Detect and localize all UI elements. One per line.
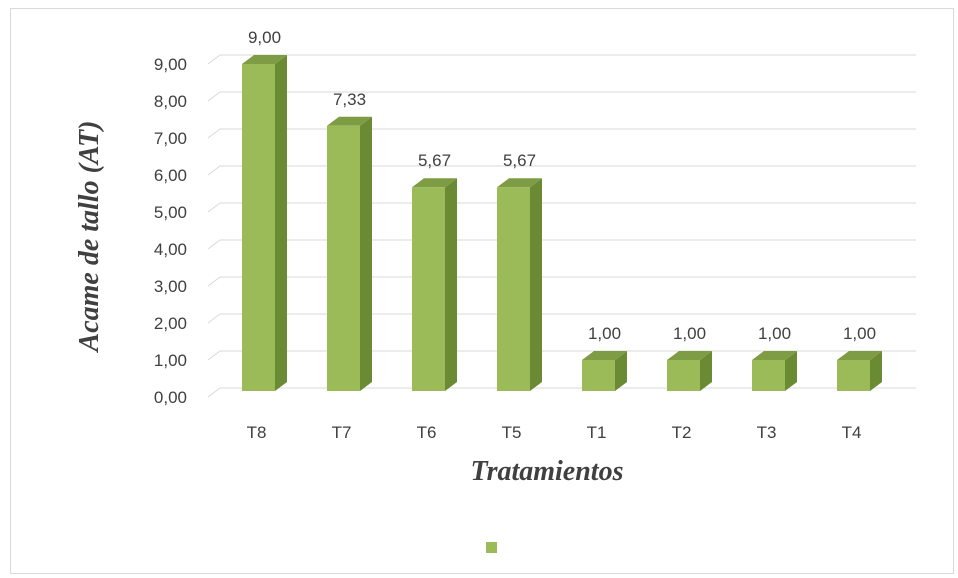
bar-side — [615, 351, 627, 391]
y-tick-label: 1,00 — [154, 351, 187, 370]
bar-front — [582, 360, 615, 391]
bar-top — [582, 351, 627, 360]
bar-side — [275, 55, 287, 391]
bar-side — [785, 351, 797, 391]
bar-front — [667, 360, 700, 391]
bar-side — [870, 351, 882, 391]
gridline — [207, 387, 916, 398]
gridline — [207, 202, 916, 213]
data-labels: 9,00 7,33 5,67 5,67 1,00 1,00 1,00 1,00 — [248, 28, 876, 343]
gridline — [207, 276, 916, 287]
y-tick-label: 4,00 — [154, 240, 187, 259]
x-tick-label: T1 — [587, 423, 607, 442]
bar-front — [412, 187, 445, 391]
data-label: 5,67 — [503, 151, 536, 170]
data-label: 1,00 — [673, 324, 706, 343]
legend-swatch — [486, 542, 497, 553]
gridline — [207, 128, 916, 139]
y-tick-label: 0,00 — [154, 388, 187, 407]
bar-top — [327, 116, 372, 126]
x-axis-title: Tratamientos — [471, 456, 624, 487]
bar-t7 — [327, 116, 372, 391]
y-axis-ticks: 0,00 1,00 2,00 3,00 4,00 5,00 6,00 7,00 8,00 9,00 — [154, 55, 187, 407]
bar-top — [837, 351, 882, 360]
x-tick-label: T8 — [247, 423, 267, 442]
bar-front — [497, 187, 530, 391]
bar-top — [242, 55, 287, 64]
chart-frame — [10, 8, 954, 574]
y-tick-label: 8,00 — [154, 92, 187, 111]
x-axis-ticks: T8 T7 T6 T5 T1 T2 T3 T4 — [247, 423, 862, 442]
bar-front — [837, 360, 870, 391]
gridline — [207, 239, 916, 250]
bars — [242, 55, 882, 391]
bar-t4 — [837, 351, 882, 391]
gridline — [207, 91, 916, 102]
x-tick-label: T5 — [502, 423, 522, 442]
data-label: 1,00 — [758, 324, 791, 343]
y-tick-label: 5,00 — [154, 203, 187, 222]
gridline — [207, 313, 916, 324]
gridlines — [207, 54, 916, 398]
y-tick-label: 3,00 — [154, 277, 187, 296]
gridline — [207, 350, 916, 361]
x-tick-label: T2 — [672, 423, 692, 442]
bar-side — [445, 178, 457, 391]
bar-t3 — [752, 351, 797, 391]
data-label: 5,67 — [418, 151, 451, 170]
bar-front — [327, 125, 360, 391]
y-tick-label: 7,00 — [154, 129, 187, 148]
bar-top — [752, 351, 797, 360]
bar-t2 — [667, 351, 712, 391]
bar-front — [752, 360, 785, 391]
bar-side — [700, 351, 712, 391]
y-tick-label: 6,00 — [154, 166, 187, 185]
y-tick-label: 9,00 — [154, 55, 187, 74]
bar-top — [412, 178, 457, 188]
x-tick-label: T3 — [757, 423, 777, 442]
gridline — [207, 165, 916, 176]
gridline — [207, 54, 916, 65]
data-label: 7,33 — [333, 90, 366, 109]
x-tick-label: T6 — [417, 423, 437, 442]
data-label: 1,00 — [843, 324, 876, 343]
y-axis-title: Acame de tallo (AT) — [74, 121, 105, 354]
y-tick-label: 2,00 — [154, 314, 187, 333]
x-tick-label: T4 — [842, 423, 862, 442]
bar-front — [242, 64, 275, 391]
bar-side — [360, 116, 372, 391]
x-tick-label: T7 — [332, 423, 352, 442]
data-label: 9,00 — [248, 28, 281, 47]
bar-side — [530, 178, 542, 391]
data-label: 1,00 — [588, 324, 621, 343]
bar-t5 — [497, 178, 542, 391]
bar-t6 — [412, 178, 457, 391]
bar-t1 — [582, 351, 627, 391]
bar-top — [667, 351, 712, 360]
bar-t8 — [242, 55, 287, 391]
bar-top — [497, 178, 542, 188]
